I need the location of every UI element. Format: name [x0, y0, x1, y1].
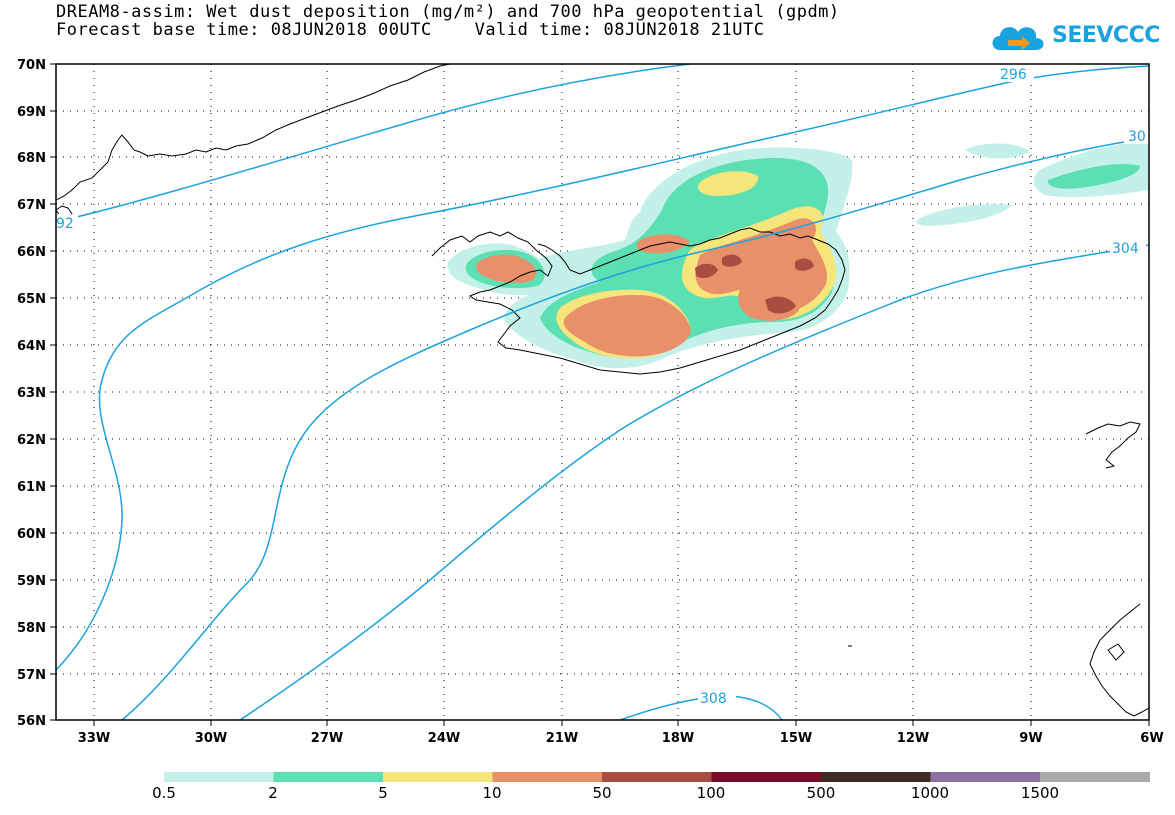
colorbar-label: 5 — [378, 784, 388, 802]
colorbar-swatch — [602, 772, 712, 782]
colorbar-label: 50 — [592, 784, 612, 802]
lon-label: 33W — [78, 731, 110, 746]
seevccc-cloud-icon — [992, 27, 1044, 50]
colorbar-swatch — [273, 772, 384, 782]
lon-label: 15W — [780, 731, 812, 746]
forecast-times: Forecast base time: 08JUN2018 00UTC Vali… — [56, 20, 765, 40]
lat-label: 65N — [17, 292, 46, 307]
lat-label: 64N — [17, 339, 46, 354]
lon-label: 6W — [1140, 731, 1163, 746]
lat-label: 58N — [17, 621, 46, 636]
lat-label: 67N — [17, 198, 46, 213]
colorbar-swatch — [164, 772, 274, 782]
lat-label: 57N — [17, 668, 46, 683]
colorbar-label: 1500 — [1020, 784, 1060, 802]
lat-label: 66N — [17, 245, 46, 260]
lat-label: 61N — [17, 480, 46, 495]
lon-label: 12W — [897, 731, 929, 746]
colorbar-label: 500 — [806, 784, 836, 802]
lon-label: 30W — [195, 731, 227, 746]
lon-label: 18W — [662, 731, 694, 746]
colorbar-label: 2 — [268, 784, 278, 802]
contour-label-304: 304 — [1112, 241, 1139, 257]
lon-label: 9W — [1019, 731, 1042, 746]
lon-label: 27W — [311, 731, 343, 746]
seevccc-logo-text: SEEVCCC — [1052, 23, 1160, 48]
colorbar-swatch — [1040, 772, 1150, 782]
axis-ticks — [50, 63, 1150, 726]
colorbar-label: 0.5 — [152, 784, 176, 802]
colorbar — [164, 772, 1150, 782]
lat-label: 62N — [17, 433, 46, 448]
map-title: DREAM8-assim: Wet dust deposition (mg/m²… — [56, 2, 840, 22]
lat-label: 56N — [17, 714, 46, 729]
contour-labels: 296 30 92 304 308 — [56, 64, 1150, 707]
lat-label: 59N — [17, 574, 46, 589]
colorbar-label: 100 — [696, 784, 726, 802]
map-grid — [56, 64, 1149, 720]
lon-label: 21W — [546, 731, 578, 746]
colorbar-label: 10 — [482, 784, 502, 802]
lat-label: 60N — [17, 527, 46, 542]
lat-label: 69N — [17, 105, 46, 120]
colorbar-swatch — [711, 772, 822, 782]
latitude-labels: 70N 69N 68N 67N 66N 65N 64N 63N 62N 61N … — [17, 58, 46, 729]
contour-label-296: 296 — [1000, 67, 1027, 83]
contour-label-92: 92 — [56, 216, 74, 232]
colorbar-label: 1000 — [910, 784, 950, 802]
geopotential-contours — [56, 64, 1149, 720]
colorbar-swatch — [383, 772, 493, 782]
coastlines — [56, 64, 1149, 717]
dust-deposition-field — [447, 141, 1149, 369]
colorbar-swatch — [821, 772, 931, 782]
colorbar-swatch — [930, 772, 1041, 782]
lon-label: 24W — [428, 731, 460, 746]
contour-label-30: 30 — [1128, 129, 1146, 145]
lat-label: 70N — [17, 58, 46, 73]
contour-label-308: 308 — [700, 691, 727, 707]
lat-label: 68N — [17, 151, 46, 166]
lat-label: 63N — [17, 386, 46, 401]
longitude-labels: 33W 30W 27W 24W 21W 18W 15W 12W 9W 6W — [78, 731, 1164, 746]
colorbar-swatch — [492, 772, 603, 782]
